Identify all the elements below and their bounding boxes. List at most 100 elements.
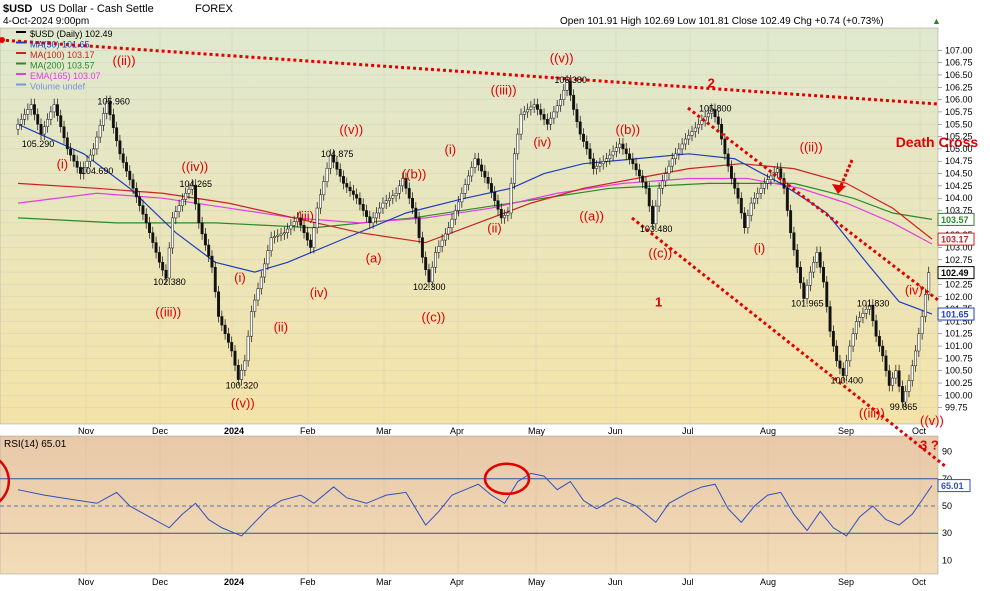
value-badge-label: 103.57 [941,215,969,225]
candle-body [726,153,730,167]
legend-entry: MA(100) 103.17 [30,50,95,60]
candle-body [680,143,684,150]
candle-body [16,124,20,130]
candle-body [378,207,382,214]
legend-entry: MA(200) 103.57 [30,61,95,71]
candle-body [756,193,760,199]
candle-body [217,291,221,317]
candle-body [746,215,750,229]
candle-body [753,197,756,204]
candle-body [328,154,332,169]
candle-body [585,141,589,150]
candle-body [358,197,362,205]
value-badge [937,232,975,246]
candle-body [312,227,316,248]
candle-body [355,194,359,199]
rsi-value-badge [937,479,971,493]
candle-body [92,148,96,156]
candle-body [23,114,27,120]
price-tick-label: 106.75 [945,58,973,68]
candle-body [657,188,661,207]
price-point-label: 100.400 [831,376,864,386]
candle-body [223,324,227,334]
candle-body [88,154,92,162]
candle-body [463,184,467,194]
candle-body [706,112,710,118]
candle-body [693,127,697,132]
candle-body [368,216,372,224]
legend-swatch [16,62,26,65]
candle-body [141,205,145,215]
candle-body [529,106,533,110]
price-tick-label: 100.75 [945,353,973,363]
candle-body [427,269,431,283]
price-point-label: 106.380 [554,75,587,85]
candle-body [36,114,40,125]
x-tick-label: Feb [300,426,316,436]
candle-body [243,360,247,371]
wave-label: (iv) [533,134,551,149]
wave-label: ((b)) [616,122,641,137]
price-point-label: 104.265 [180,179,213,189]
chart-date: 4-Oct-2024 9:00pm [3,16,89,27]
candle-body [545,119,549,125]
candle-body [361,204,365,211]
candle-body [687,135,691,140]
candle-body [907,380,911,392]
candle-body [877,335,881,347]
legend-swatch [16,73,26,75]
candle-body [664,173,668,182]
candle-body [670,158,674,167]
candle-body [279,233,283,236]
candle-body [59,115,63,127]
candle-body [414,207,418,219]
candle-body [348,186,352,192]
x-tick-label: Aug [760,426,776,436]
candle-body [845,360,848,376]
price-tick-label: 100.25 [945,378,973,388]
candle-body [203,233,207,246]
legend-entry: $USD (Daily) 102.49 [30,29,113,39]
chart-exchange: FOREX [195,3,234,15]
death-cross-label: Death Cross [896,134,979,150]
price-tick-label: 100.50 [945,366,973,376]
wave-label: (ii) [274,319,288,334]
price-point-label: 105.290 [22,139,55,149]
candle-body [923,294,927,317]
candle-body [430,266,434,283]
candle-body [838,360,842,369]
candle-body [634,163,638,171]
candle-body [56,104,59,116]
candle-body [605,158,608,162]
candle-body [236,365,240,380]
candle-body [332,154,336,163]
candle-body [305,232,309,241]
x-tick-label: Mar [376,577,392,587]
candle-body [690,131,694,136]
candle-body [654,205,658,225]
candle-body [822,266,825,283]
value-badge-label: 101.65 [941,310,969,320]
rsi-value-badge-label: 65.01 [941,481,964,491]
candle-body [194,184,197,205]
candle-body [651,205,654,225]
candle-body [785,188,789,211]
candle-body [578,121,582,135]
candle-body [167,247,171,279]
chart-title: $USD [3,3,32,15]
price-tick-label: 102.00 [945,292,973,302]
candle-body [407,188,411,199]
candle-body [723,138,727,155]
candle-body [345,183,349,188]
candle-body [733,178,737,189]
candle-body [815,252,819,263]
candle-body [319,194,322,209]
rsi-panel [0,435,939,575]
candle-body [286,228,290,233]
rsi-tick-label: 50 [942,501,952,511]
candle-body [792,232,796,251]
price-point-label: 105.960 [97,97,130,107]
candle-body [519,114,523,135]
candle-body [128,170,132,180]
